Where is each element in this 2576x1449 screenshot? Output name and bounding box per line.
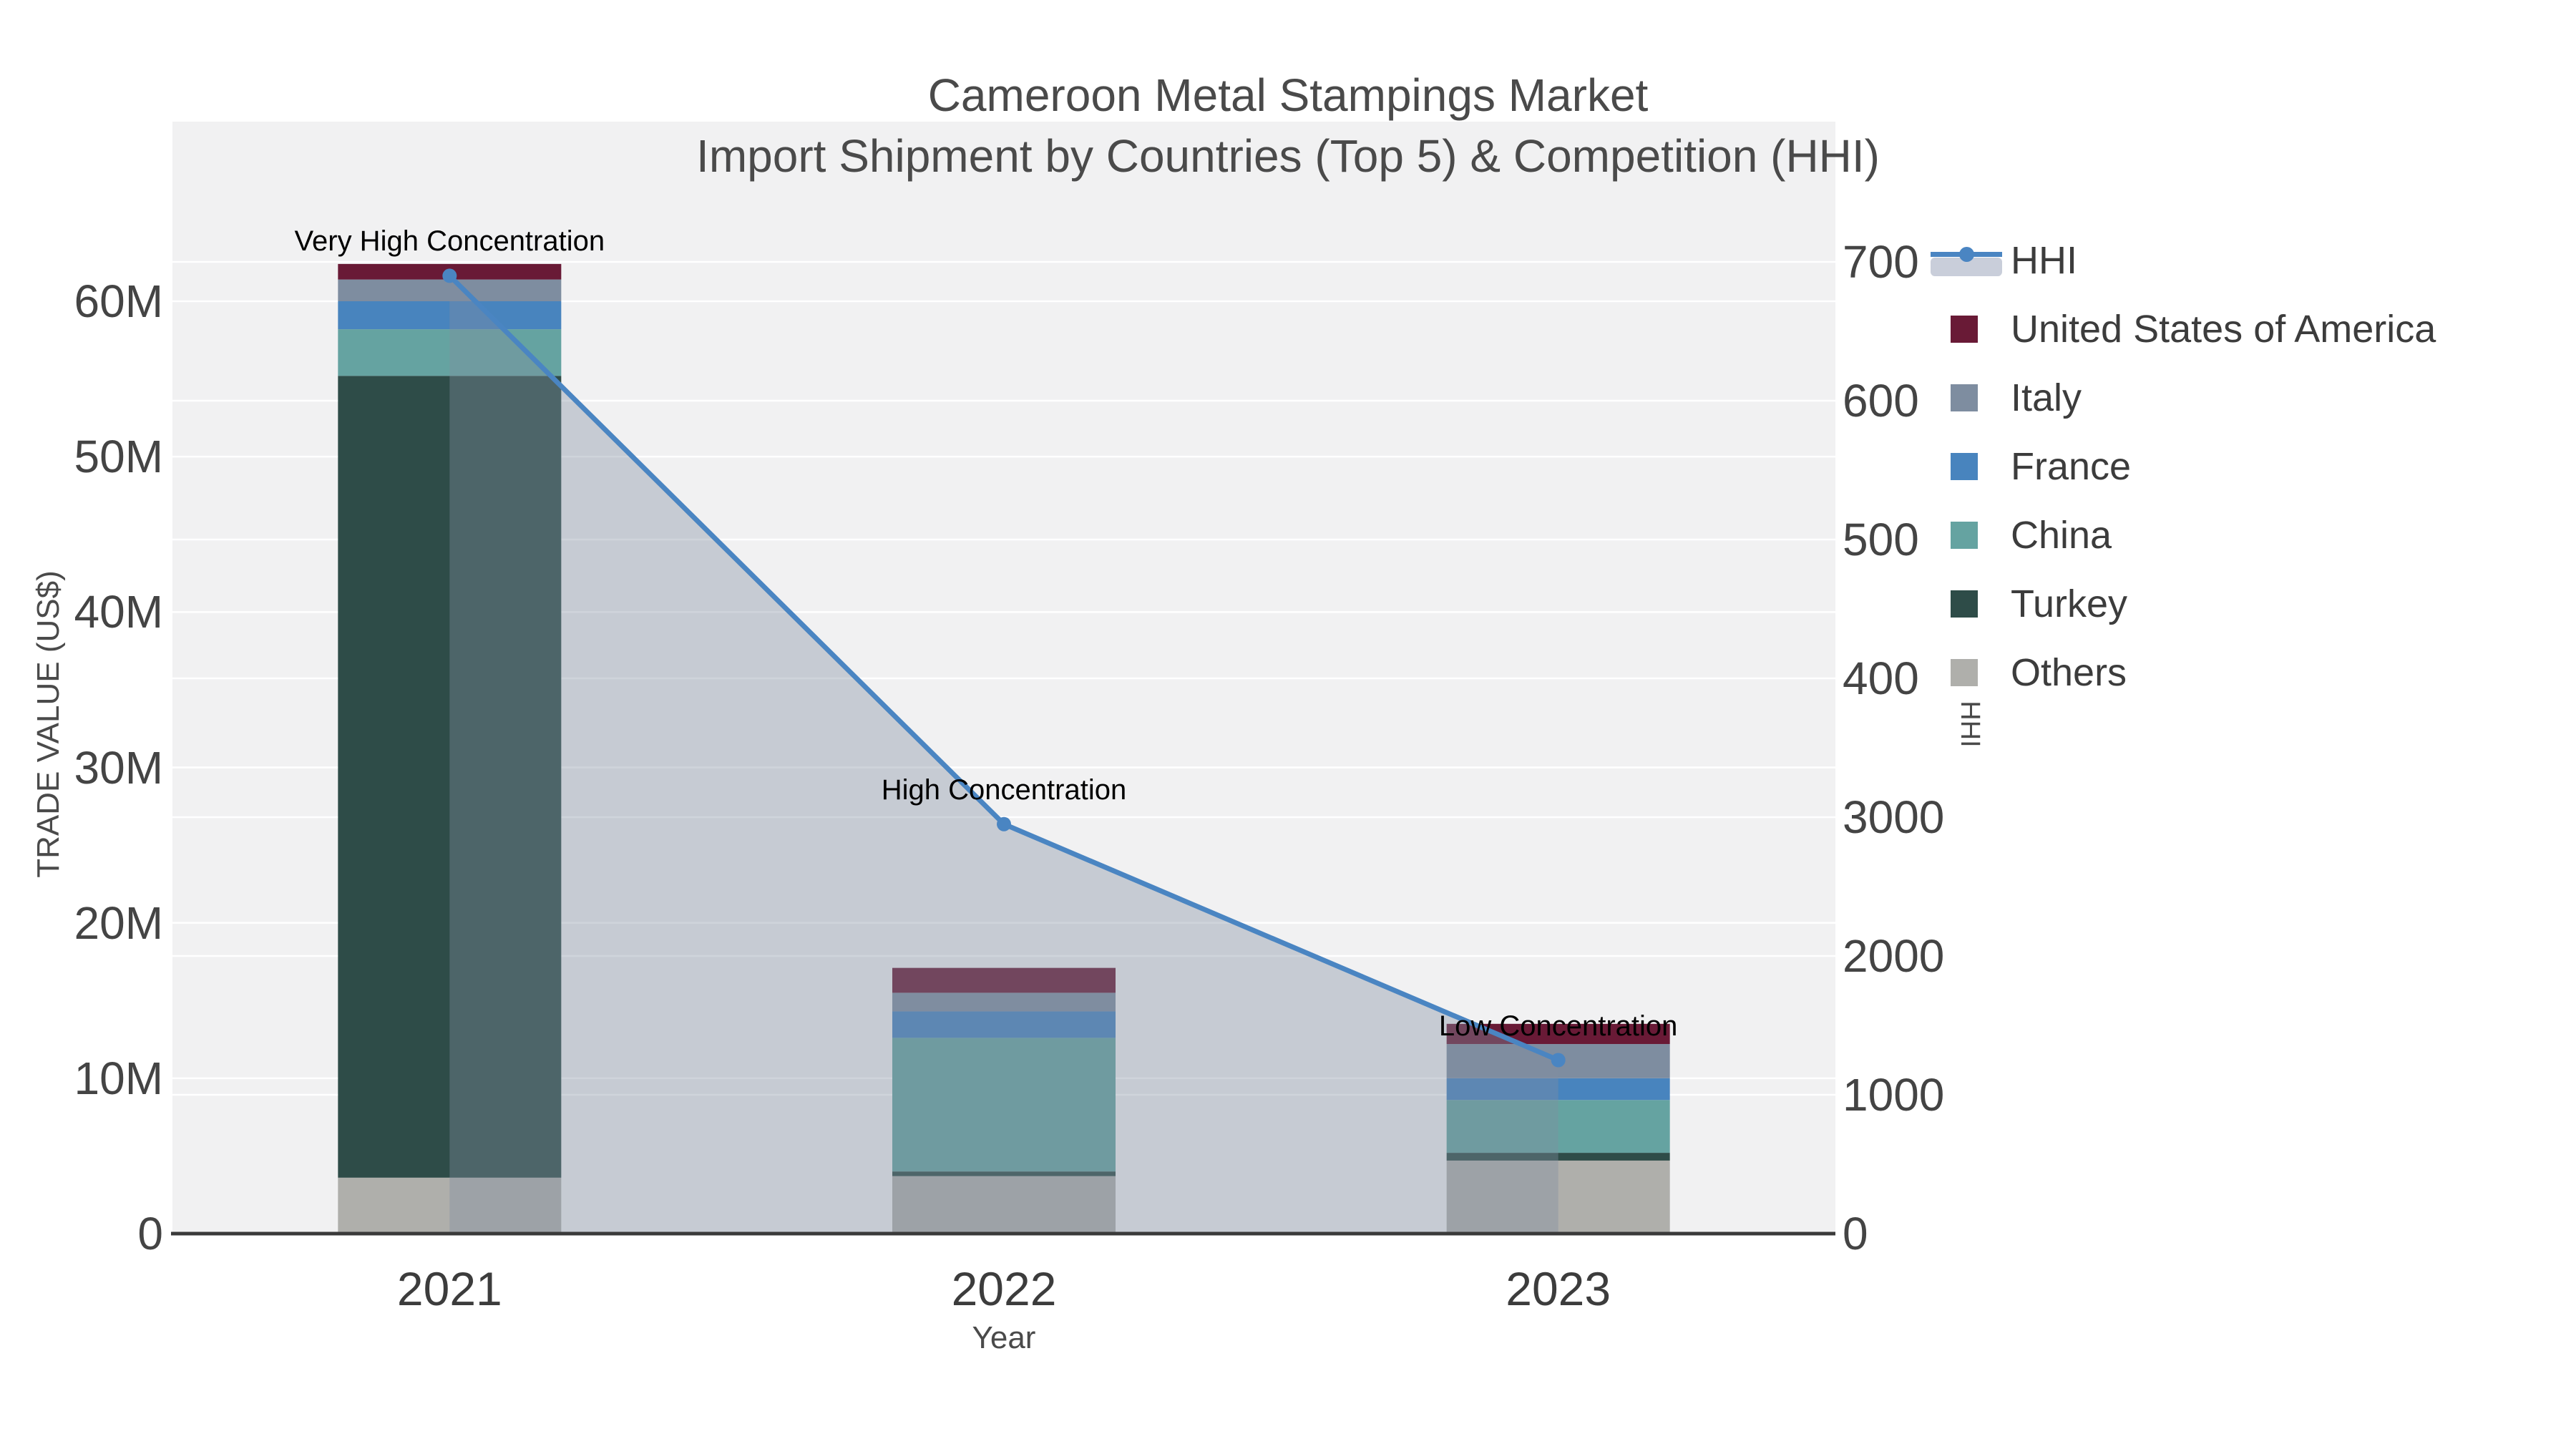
legend-item-label: Turkey <box>2011 582 2128 625</box>
y-right-tick-label: 2000 <box>1843 930 1945 982</box>
legend-color-swatch-icon <box>1925 384 2004 411</box>
hhi-annotation: Very High Concentration <box>294 225 605 258</box>
legend-item-italy[interactable]: Italy <box>1925 364 2436 432</box>
y-right-tick-label: 700 <box>1843 236 1919 288</box>
y-right-tick-label: 0 <box>1843 1208 1868 1259</box>
y-left-tick-label: 10M <box>74 1052 164 1104</box>
y-left-tick-label: 0 <box>137 1208 163 1259</box>
legend-item-label: France <box>2011 445 2132 488</box>
legend-item-france[interactable]: France <box>1925 432 2436 501</box>
legend-color-swatch-icon <box>1925 316 2004 343</box>
legend-color-swatch-icon <box>1925 659 2004 686</box>
legend-item-united-states-of-america[interactable]: United States of America <box>1925 295 2436 364</box>
y-left-tick-label: 20M <box>74 897 164 949</box>
y-right-tick-label: 500 <box>1843 514 1919 565</box>
legend-item-label: China <box>2011 514 2112 557</box>
x-tick-label: 2021 <box>396 1262 502 1315</box>
x-axis-title: Year <box>972 1320 1036 1355</box>
legend-color-swatch-icon <box>1925 453 2004 480</box>
y-right-tick-label: 3000 <box>1843 791 1945 843</box>
y-left-tick-label: 60M <box>74 275 164 327</box>
y-left-tick-label: 50M <box>74 431 164 483</box>
legend: HHI United States of America Italy France Ch… <box>1925 226 2436 707</box>
legend-item-china[interactable]: China <box>1925 501 2436 570</box>
legend-item-label: HHI <box>2011 239 2077 282</box>
hhi-line-swatch-icon <box>1925 239 2004 282</box>
x-tick-label: 2023 <box>1506 1262 1611 1315</box>
y-left-tick-label: 40M <box>74 586 164 638</box>
legend-item-label: United States of America <box>2011 308 2436 351</box>
legend-item-others[interactable]: Others <box>1925 638 2436 707</box>
legend-item-turkey[interactable]: Turkey <box>1925 570 2436 638</box>
legend-color-swatch-icon <box>1925 522 2004 549</box>
chart-subtitle: Import Shipment by Countries (Top 5) & C… <box>696 130 1880 182</box>
y-right-tick-label: 1000 <box>1843 1069 1945 1121</box>
y-left-tick-label: 30M <box>74 741 164 794</box>
chart-title: Cameroon Metal Stampings Market <box>927 69 1649 121</box>
y-right-tick-label: 600 <box>1843 375 1919 426</box>
hhi-annotation: High Concentration <box>881 774 1127 806</box>
legend-item-hhi[interactable]: HHI <box>1925 226 2436 295</box>
x-tick-label: 2022 <box>951 1262 1057 1315</box>
y-right-tick-label: 400 <box>1843 653 1919 704</box>
legend-color-swatch-icon <box>1925 590 2004 618</box>
legend-item-label: Italy <box>2011 376 2082 419</box>
legend-item-label: Others <box>2011 651 2127 694</box>
hhi-annotation: Low Concentration <box>1438 1010 1678 1042</box>
